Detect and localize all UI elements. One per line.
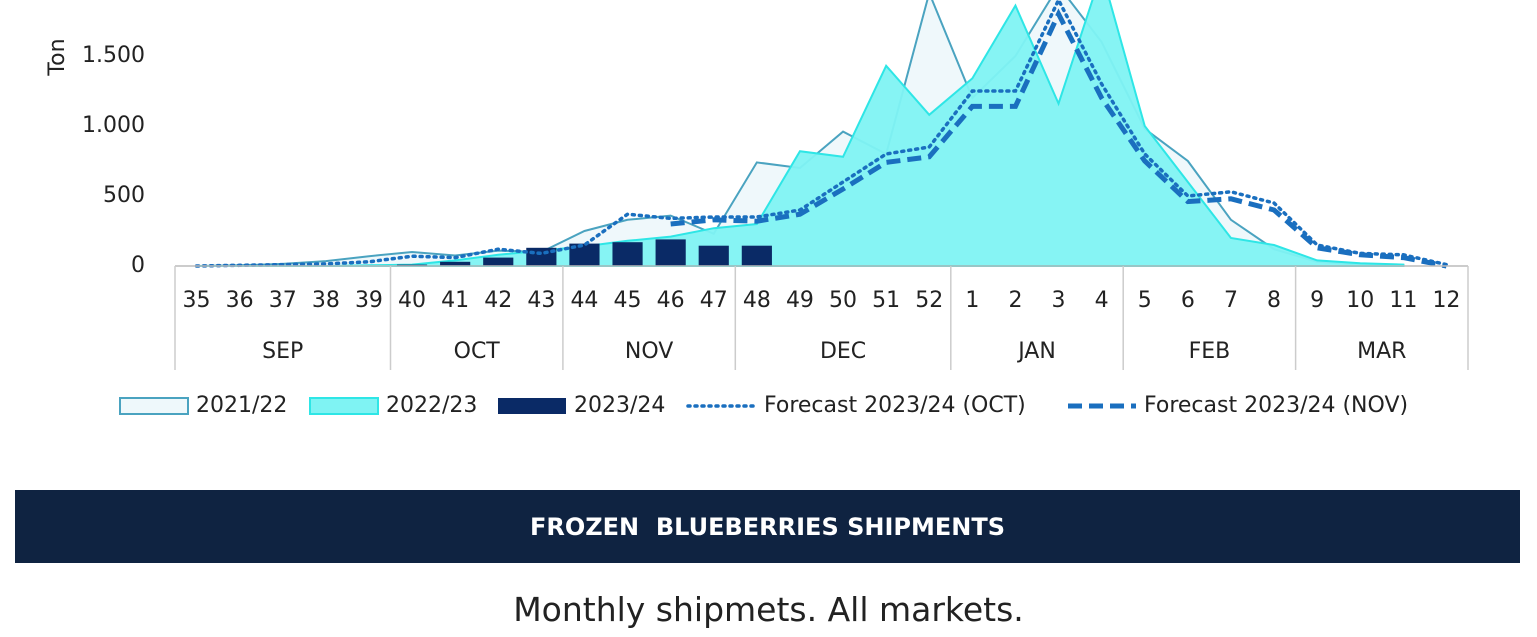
- legend-label: 2022/23: [386, 393, 477, 418]
- line: [194, 0, 1449, 268]
- bar: [612, 242, 643, 266]
- x-tick-label: 5: [1138, 288, 1152, 313]
- legend-label: 2021/22: [196, 393, 287, 418]
- x-tick-label: 48: [743, 288, 771, 313]
- y-axis-label: Ton: [45, 38, 70, 76]
- month-label: OCT: [454, 339, 501, 364]
- x-tick-label: 36: [226, 288, 254, 313]
- x-tick-label: 49: [786, 288, 814, 313]
- x-tick-label: 41: [441, 288, 469, 313]
- bar: [483, 257, 514, 266]
- subtitle: Monthly shipmets. All markets.: [513, 590, 1024, 629]
- legend-swatch: [498, 398, 566, 414]
- x-tick-label: 42: [484, 288, 512, 313]
- x-tick-label: 37: [269, 288, 297, 313]
- bar: [569, 243, 600, 266]
- y-tick-label: 500: [103, 183, 145, 208]
- x-tick-label: 1: [965, 288, 979, 313]
- x-tick-label: 2: [1008, 288, 1022, 313]
- month-label: DEC: [820, 339, 866, 364]
- section-header: FROZEN BLUEBERRIES SHIPMENTS: [15, 490, 1520, 563]
- month-label: FEB: [1189, 339, 1231, 364]
- x-tick-label: 52: [915, 288, 943, 313]
- bar: [440, 261, 471, 266]
- x-tick-label: 35: [183, 288, 211, 313]
- area: [196, 0, 1405, 267]
- x-tick-label: 6: [1181, 288, 1195, 313]
- month-label: JAN: [1016, 339, 1056, 364]
- x-tick-label: 10: [1346, 288, 1374, 313]
- line: [670, 8, 1447, 269]
- x-tick-label: 11: [1389, 288, 1417, 313]
- bar: [698, 245, 729, 266]
- legend-label: 2023/24: [574, 393, 665, 418]
- x-tick-label: 8: [1267, 288, 1281, 313]
- y-tick-label: 1.000: [82, 113, 145, 138]
- x-tick-label: 9: [1310, 288, 1324, 313]
- bar: [655, 239, 686, 266]
- month-label: MAR: [1357, 339, 1406, 364]
- bar: [741, 245, 772, 266]
- legend-label: Forecast 2023/24 (OCT): [764, 393, 1026, 418]
- x-tick-label: 7: [1224, 288, 1238, 313]
- x-tick-label: 3: [1052, 288, 1066, 313]
- x-tick-label: 4: [1095, 288, 1109, 313]
- legend-swatch: [309, 397, 379, 415]
- month-label: SEP: [262, 339, 303, 364]
- x-tick-label: 39: [355, 288, 383, 313]
- x-tick-label: 51: [872, 288, 900, 313]
- legend-swatch: [119, 397, 189, 415]
- x-tick-label: 43: [527, 288, 555, 313]
- x-tick-label: 47: [700, 288, 728, 313]
- x-tick-label: 50: [829, 288, 857, 313]
- month-label: NOV: [625, 339, 673, 364]
- y-tick-label: 1.500: [82, 43, 145, 68]
- x-tick-label: 45: [614, 288, 642, 313]
- legend-label: Forecast 2023/24 (NOV): [1144, 393, 1408, 418]
- y-tick-label: 0: [131, 253, 145, 278]
- x-tick-label: 38: [312, 288, 340, 313]
- x-tick-label: 40: [398, 288, 426, 313]
- x-tick-label: 46: [657, 288, 685, 313]
- x-tick-label: 44: [570, 288, 598, 313]
- x-tick-label: 12: [1432, 288, 1460, 313]
